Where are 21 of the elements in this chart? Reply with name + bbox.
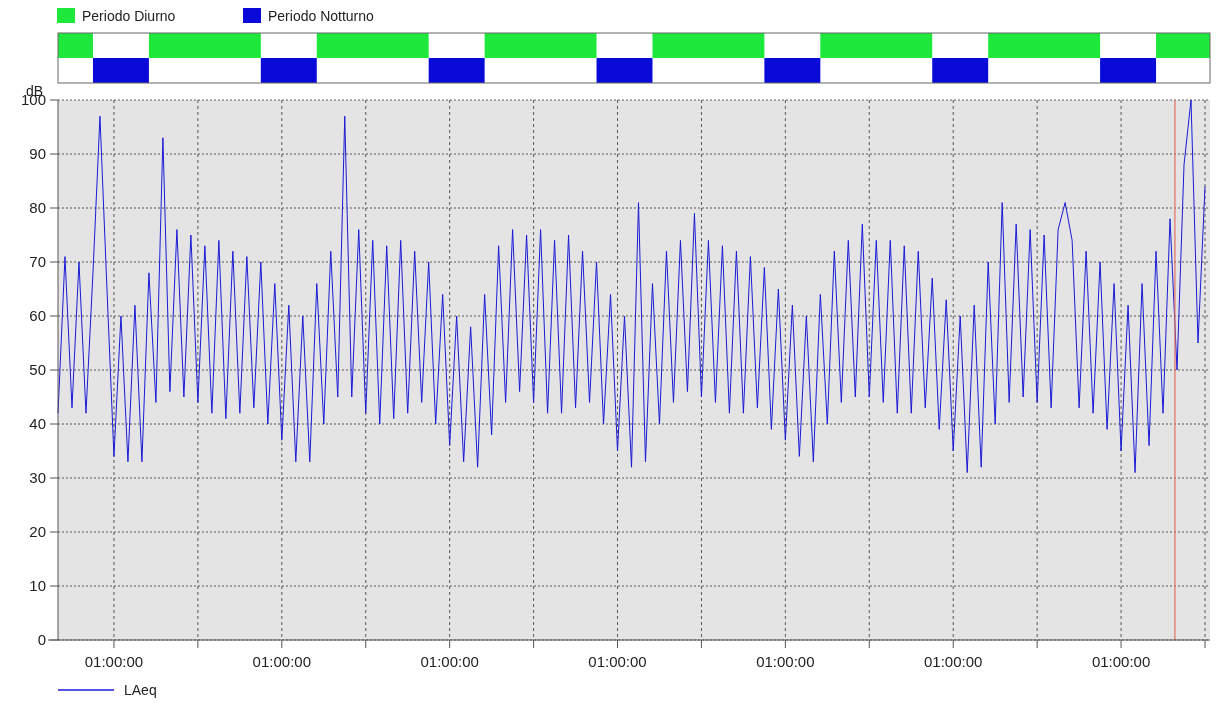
y-tick-label: 40 bbox=[29, 415, 46, 433]
text: Periodo Diurno bbox=[82, 8, 176, 24]
legend-label: LAeq bbox=[124, 681, 157, 698]
y-tick-label: 0 bbox=[37, 631, 46, 649]
y-tick-label: 60 bbox=[29, 307, 46, 325]
x-tick-label: 01:00:00 bbox=[420, 653, 479, 670]
y-tick-label: 90 bbox=[29, 145, 46, 163]
y-tick-label: 70 bbox=[29, 253, 46, 271]
x-tick-label: 01:00:00 bbox=[252, 653, 311, 670]
x-tick-label: 01:00:00 bbox=[588, 653, 647, 670]
y-tick-label: 50 bbox=[29, 361, 46, 379]
line-series bbox=[57, 99, 1206, 474]
y-tick-label: 30 bbox=[29, 469, 46, 487]
y-tick-label: 20 bbox=[29, 523, 46, 541]
x-tick-label: 01:00:00 bbox=[1091, 653, 1151, 670]
x-tick-label: 01:00:00 bbox=[756, 653, 815, 670]
y-tick-label: 80 bbox=[29, 199, 46, 217]
text: Periodo Notturno bbox=[268, 8, 375, 24]
x-tick-label: 01:00:00 bbox=[924, 653, 983, 670]
y-tick-label: 10 bbox=[29, 577, 46, 595]
x-tick-label: 01:00:00 bbox=[84, 653, 144, 670]
